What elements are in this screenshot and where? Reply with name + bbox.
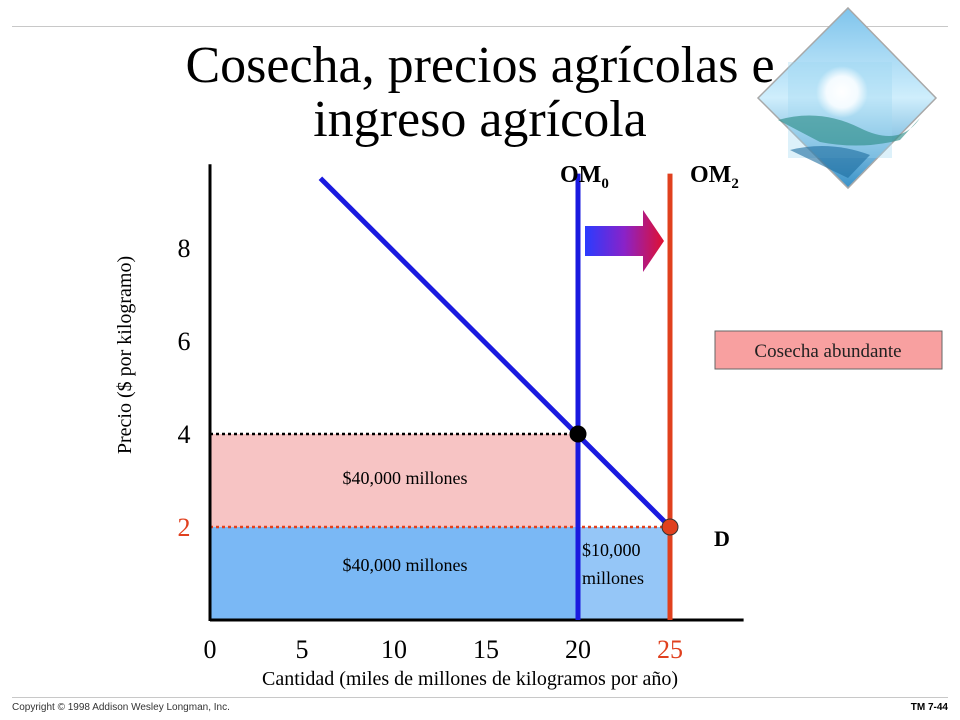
y-axis-title: Precio ($ por kilogramo) [114, 256, 136, 454]
x-tick-label-0: 0 [204, 635, 217, 664]
decorative-beach-image [756, 6, 938, 190]
harvest-note: Cosecha abundante [714, 330, 943, 370]
harvest-note-text: Cosecha abundante [754, 341, 901, 362]
revenue-label-3-line-2: millones [582, 568, 644, 588]
y-tick-label-6: 6 [178, 327, 191, 356]
revenue-label-1: $40,000 millones [343, 468, 468, 488]
revenue-area-3 [578, 527, 670, 620]
slide-number: TM 7-44 [910, 702, 948, 713]
y-tick-label-2: 2 [178, 513, 191, 542]
revenue-area-1 [210, 434, 578, 527]
copyright-text: Copyright © 1998 Addison Wesley Longman,… [12, 702, 230, 713]
x-tick-label-15: 15 [473, 635, 499, 664]
x-tick-label-10: 10 [381, 635, 407, 664]
supply-label-om2: OM2 [690, 162, 739, 192]
revenue-label-2: $40,000 millones [343, 555, 468, 575]
shift-arrow [585, 210, 664, 272]
bottom-rule [12, 697, 948, 698]
revenue-area-2 [210, 527, 578, 620]
x-axis-title: Cantidad (miles de millones de kilogramo… [262, 668, 678, 690]
y-tick-label-8: 8 [178, 234, 191, 263]
equilibrium-point-1 [569, 425, 587, 443]
top-rule [12, 26, 948, 27]
demand-line [318, 176, 672, 529]
x-tick-label-5: 5 [296, 635, 309, 664]
demand-label: D [714, 526, 730, 551]
plot-area: 0 5 10 15 20 25 2 4 6 8 Cantidad (miles de millone… [114, 162, 744, 690]
revenue-label-3-line-1: $10,000 [582, 540, 641, 560]
slide-title-line-1: Cosecha, precios agrícolas e [185, 37, 775, 94]
x-tick-label-20: 20 [565, 635, 591, 664]
equilibrium-point-2 [661, 518, 679, 536]
y-tick-label-4: 4 [178, 420, 191, 449]
slide-title-line-2: ingreso agrícola [313, 91, 647, 148]
x-tick-label-25: 25 [657, 635, 683, 664]
supply-label-om0: OM0 [560, 162, 609, 192]
